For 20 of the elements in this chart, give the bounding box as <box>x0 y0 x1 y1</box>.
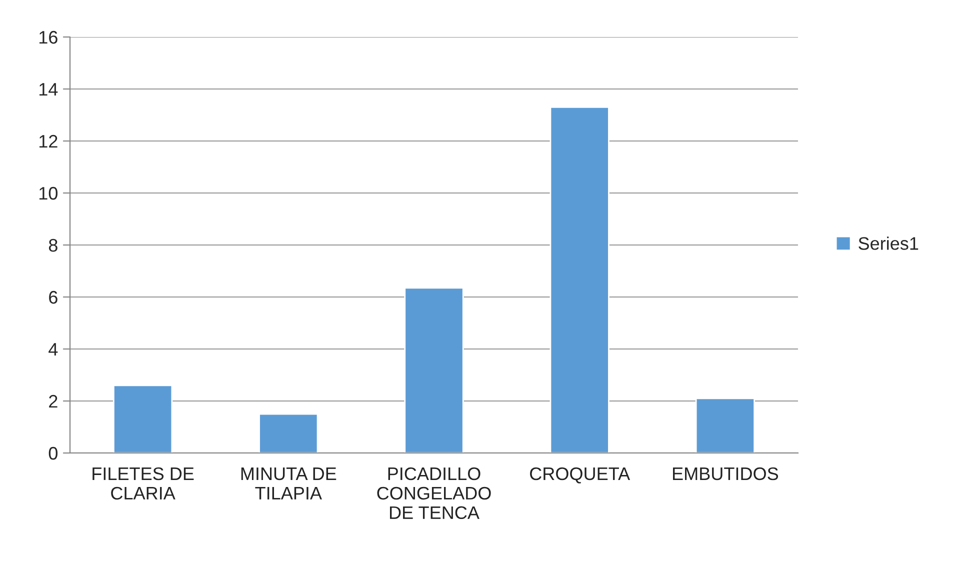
y-tick-label: 0 <box>48 446 58 460</box>
y-tick-label: 10 <box>39 186 58 200</box>
y-tick-label: 12 <box>39 134 58 148</box>
x-tick-label: EMBUTIDOS <box>673 467 778 480</box>
bar <box>112 384 173 453</box>
x-tick-label: MINUTA DE TILAPIA <box>241 468 336 500</box>
bar <box>404 287 464 453</box>
bar <box>695 398 756 453</box>
x-tick-label: PICADILLO CONGELADO DE TENCA <box>377 467 491 520</box>
y-tick-label: 6 <box>49 290 58 304</box>
x-tick-label: FILETES DE CLARIA <box>92 467 194 500</box>
y-tick-label: 2 <box>49 394 58 408</box>
bar <box>258 413 318 453</box>
bar <box>550 106 610 453</box>
y-tick-label: 16 <box>39 30 58 44</box>
x-tick-label: CROQUETA <box>530 467 630 484</box>
legend-label: Series1 <box>858 236 918 250</box>
y-tick-label: 14 <box>39 83 58 96</box>
y-tick-label: 4 <box>48 343 58 356</box>
y-tick-label: 8 <box>48 238 58 252</box>
